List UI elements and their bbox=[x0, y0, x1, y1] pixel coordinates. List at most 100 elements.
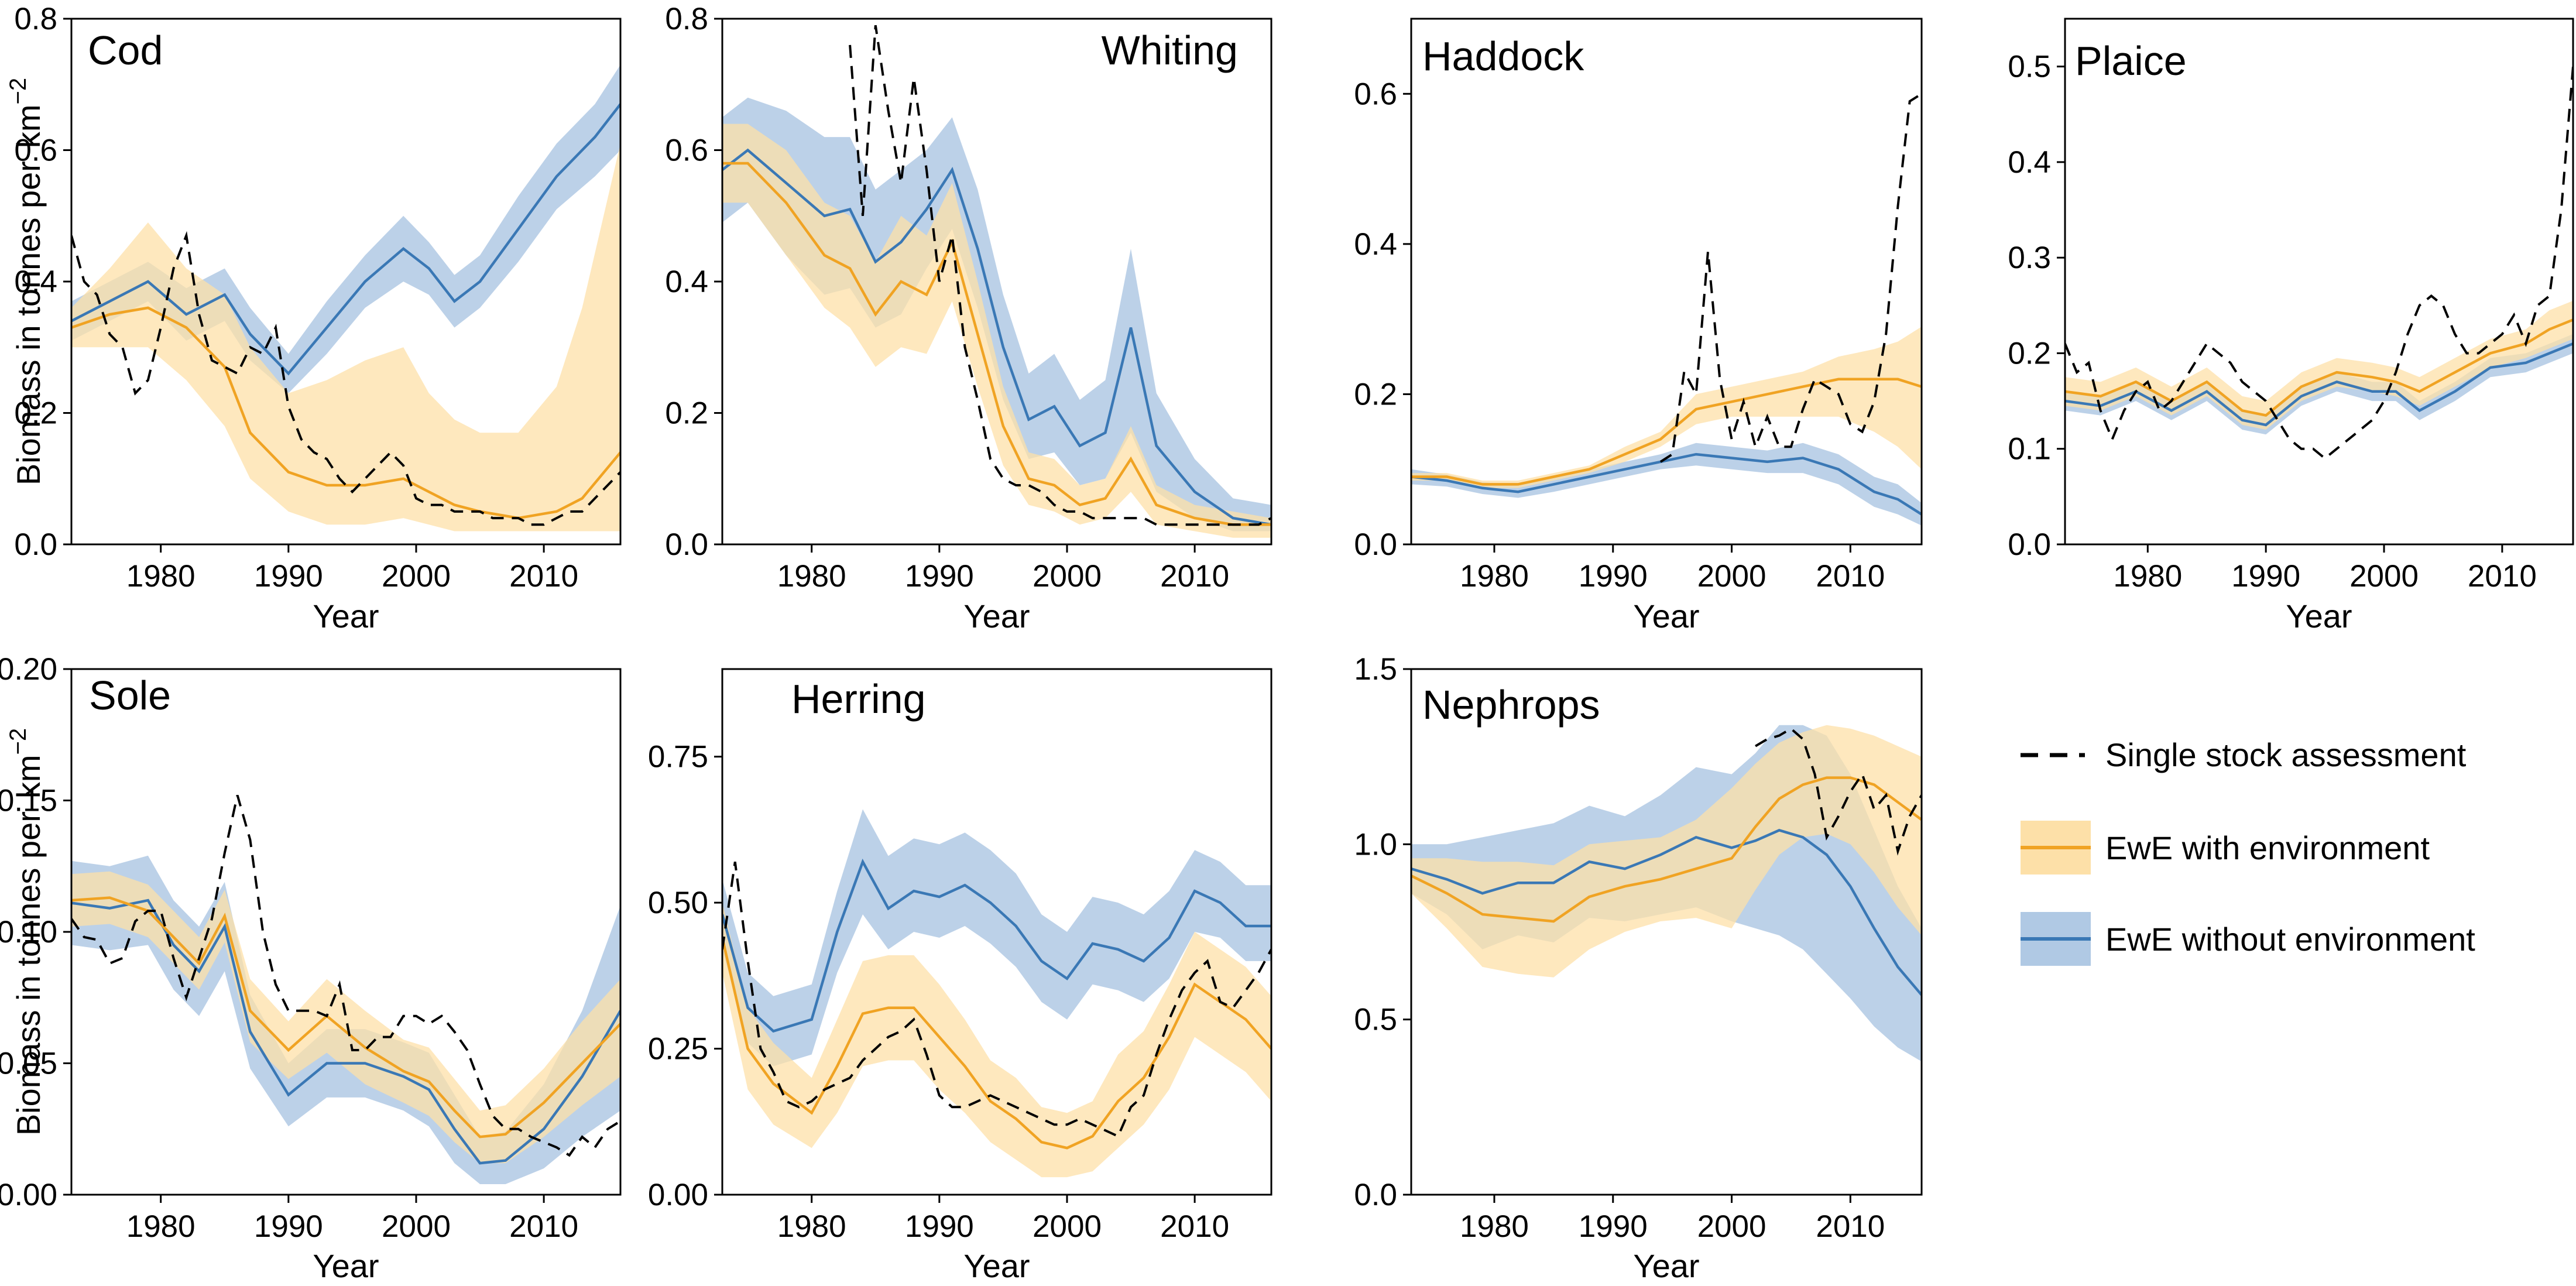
y-tick-label: 0.2 bbox=[14, 396, 57, 431]
y-axis: 0.00 0.05 0.10 0.15 0.20 bbox=[0, 652, 71, 1212]
panel-title: Whiting bbox=[1102, 28, 1238, 73]
y-tick-label: 0.0 bbox=[1354, 1178, 1397, 1212]
x-tick-label: 2010 bbox=[509, 559, 578, 594]
y-tick-label: 0.1 bbox=[2008, 432, 2051, 467]
panel-title: Sole bbox=[89, 673, 171, 718]
y-tick-label: 0.00 bbox=[0, 1178, 57, 1212]
band-with-environment bbox=[722, 124, 1271, 538]
line-with-environment bbox=[1411, 776, 1922, 923]
series-lines bbox=[722, 858, 1271, 1150]
x-axis: 1980 1990 2000 2010 bbox=[1460, 1195, 1885, 1244]
series-lines bbox=[71, 103, 620, 526]
y-tick-label: 0.0 bbox=[665, 527, 708, 562]
y-tick-label: 0.15 bbox=[0, 784, 57, 818]
x-tick-label: 2000 bbox=[382, 1209, 451, 1244]
y-tick-label: 0.6 bbox=[665, 133, 708, 168]
y-axis: 0.0 0.2 0.4 0.6 bbox=[1354, 77, 1411, 562]
y-tick-label: 0.8 bbox=[665, 2, 708, 36]
x-tick-label: 1980 bbox=[126, 1209, 195, 1244]
line-with-environment bbox=[2065, 318, 2573, 417]
x-axis-title: Year bbox=[1633, 1247, 1699, 1284]
y-axis: 0.00 0.25 0.50 0.75 bbox=[648, 740, 722, 1212]
x-axis: 1980 1990 2000 2010 bbox=[126, 544, 578, 594]
y-tick-label: 0.2 bbox=[2008, 336, 2051, 371]
x-tick-label: 1980 bbox=[777, 1209, 846, 1244]
x-tick-label: 1990 bbox=[254, 1209, 323, 1244]
y-tick-label: 0.0 bbox=[1354, 527, 1397, 562]
x-axis: 1980 1990 2000 2010 bbox=[126, 1195, 578, 1244]
x-axis: 1980 1990 2000 2010 bbox=[777, 1195, 1229, 1244]
panel-whiting: 0.0 0.2 0.4 0.6 0.8 1980 1990 2000 2010 Whiting… bbox=[665, 2, 1272, 635]
band-with-environment bbox=[71, 143, 620, 531]
panel-title: Plaice bbox=[2075, 38, 2187, 84]
line-without-environment bbox=[722, 858, 1271, 1033]
line-single-stock-assessment bbox=[71, 794, 620, 1157]
y-tick-label: 0.0 bbox=[2008, 527, 2051, 562]
x-axis-title: Year bbox=[963, 598, 1030, 635]
panel-title: Herring bbox=[791, 676, 926, 722]
x-tick-label: 1990 bbox=[254, 559, 323, 594]
panel-herring: 0.00 0.25 0.50 0.75 1980 1990 2000 2010 Herrin… bbox=[648, 668, 1272, 1284]
x-tick-label: 1990 bbox=[1579, 559, 1648, 594]
x-tick-label: 2010 bbox=[1160, 1209, 1229, 1244]
confidence-bands bbox=[722, 97, 1271, 538]
x-tick-label: 1990 bbox=[905, 1209, 974, 1244]
plot-frame bbox=[2064, 18, 2574, 546]
confidence-bands bbox=[1411, 725, 1922, 1062]
line-with-environment bbox=[71, 306, 620, 520]
x-tick-label: 1980 bbox=[1460, 559, 1529, 594]
x-axis: 1980 1990 2000 2010 bbox=[2113, 544, 2537, 594]
legend-label-assessment: Single stock assessment bbox=[2105, 736, 2467, 773]
x-axis-title: Year bbox=[1633, 598, 1699, 635]
band-without-environment bbox=[722, 97, 1271, 531]
y-tick-label: 0.5 bbox=[2008, 50, 2051, 84]
line-without-environment bbox=[1411, 452, 1922, 516]
x-tick-label: 2010 bbox=[1160, 559, 1229, 594]
x-tick-label: 1990 bbox=[2231, 559, 2300, 594]
x-tick-label: 1990 bbox=[1579, 1209, 1648, 1244]
legend-label-without-env: EwE without environment bbox=[2105, 921, 2475, 958]
x-axis-title: Year bbox=[313, 598, 379, 635]
series-lines bbox=[71, 794, 620, 1165]
x-axis: 1980 1990 2000 2010 bbox=[1460, 544, 1885, 594]
line-with-environment bbox=[1411, 378, 1922, 486]
y-tick-label: 0.2 bbox=[665, 396, 708, 431]
confidence-bands bbox=[1411, 327, 1922, 526]
y-tick-label: 0.4 bbox=[665, 265, 708, 299]
y-tick-label: 0.50 bbox=[648, 886, 708, 920]
x-tick-label: 2010 bbox=[2468, 559, 2537, 594]
x-tick-label: 1990 bbox=[905, 559, 974, 594]
panel-nephrops: 0.0 0.5 1.0 1.5 1980 1990 2000 2010 Nephrops Y… bbox=[1354, 652, 1923, 1284]
band-with-environment bbox=[1411, 327, 1922, 488]
y-tick-label: 0.4 bbox=[1354, 227, 1397, 262]
y-tick-label: 1.5 bbox=[1354, 652, 1397, 687]
y-tick-label: 0.3 bbox=[2008, 241, 2051, 275]
y-tick-label: 0.6 bbox=[1354, 77, 1397, 111]
x-tick-label: 2000 bbox=[2349, 559, 2419, 594]
x-tick-label: 1980 bbox=[126, 559, 195, 594]
y-tick-label: 0.5 bbox=[1354, 1003, 1397, 1037]
line-single-stock-assessment bbox=[71, 231, 620, 526]
panel-title: Nephrops bbox=[1422, 682, 1600, 728]
panel-plaice: 0.0 0.1 0.2 0.3 0.4 0.5 1980 1990 2000 2010 Plai… bbox=[2008, 18, 2574, 635]
series-lines bbox=[722, 25, 1271, 526]
y-tick-label: 0.10 bbox=[0, 915, 57, 949]
line-without-environment bbox=[2065, 342, 2573, 427]
x-tick-label: 1980 bbox=[777, 559, 846, 594]
y-axis: 0.0 0.5 1.0 1.5 bbox=[1354, 652, 1411, 1212]
panel-haddock: 0.0 0.2 0.4 0.6 1980 1990 2000 2010 Haddock Ye… bbox=[1354, 18, 1923, 635]
x-tick-label: 1980 bbox=[2113, 559, 2182, 594]
band-with-environment bbox=[722, 903, 1271, 1178]
panel-title: Cod bbox=[88, 28, 163, 73]
y-tick-label: 0.4 bbox=[2008, 145, 2051, 180]
x-axis-title: Year bbox=[313, 1247, 379, 1284]
y-axis: 0.0 0.2 0.4 0.6 0.8 bbox=[665, 2, 722, 562]
y-axis-title-bottom: Biomass in tonnes perkm−2 bbox=[5, 728, 47, 1136]
y-axis-title-top: Biomass in tonnes perkm−2 bbox=[5, 78, 47, 485]
x-tick-label: 2000 bbox=[1697, 559, 1767, 594]
line-without-environment bbox=[1411, 829, 1922, 996]
confidence-bands bbox=[722, 809, 1271, 1178]
plot-frame bbox=[721, 668, 1272, 1196]
confidence-bands bbox=[71, 64, 620, 531]
